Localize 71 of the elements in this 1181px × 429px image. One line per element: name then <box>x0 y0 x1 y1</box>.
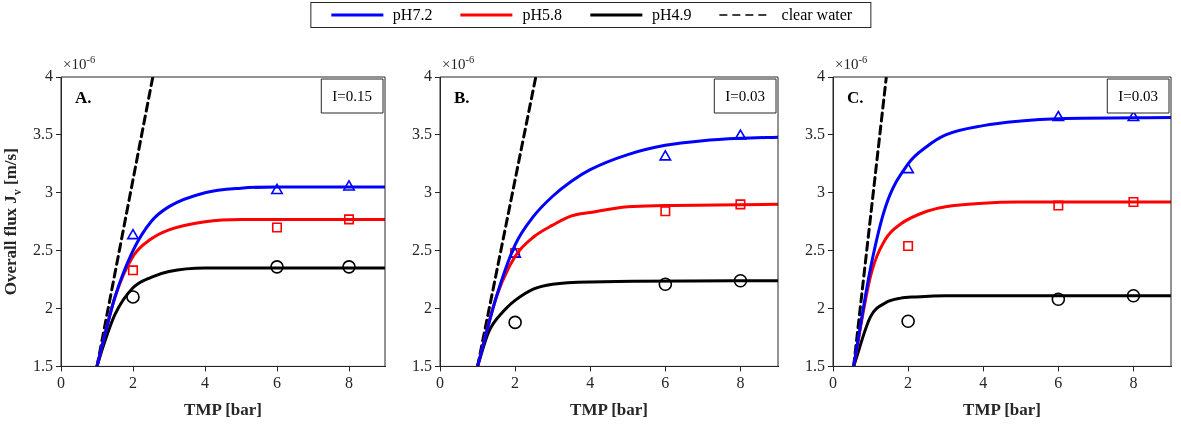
point <box>1051 292 1066 307</box>
y-tick-label: 2.5 <box>33 240 53 258</box>
annotation: C. <box>847 88 864 107</box>
point <box>1128 196 1139 208</box>
point <box>271 222 283 233</box>
point <box>127 228 139 240</box>
y-tick-label: 1.5 <box>33 356 53 374</box>
x-tick-label: 8 <box>345 374 353 392</box>
point <box>658 277 673 292</box>
x-tick-label: 8 <box>1129 374 1138 392</box>
x-tick-label: 2 <box>511 374 520 392</box>
annotation: I=0.03 <box>725 88 766 104</box>
y-tick-label: 3 <box>817 182 825 200</box>
point <box>660 206 671 217</box>
point <box>270 260 284 274</box>
point <box>271 183 283 195</box>
point <box>903 240 914 252</box>
x-tick-label: 0 <box>829 374 837 392</box>
point <box>126 290 140 304</box>
point <box>659 150 672 161</box>
x-axis-title: TMP [bar] <box>963 400 1041 420</box>
y-tick-label: 2 <box>424 298 432 316</box>
legend-label: clear water <box>781 6 853 24</box>
point <box>1126 288 1141 303</box>
x-tick-label: 4 <box>586 374 595 392</box>
point <box>343 180 355 191</box>
x-tick-label: 0 <box>436 374 444 392</box>
legend-label: pH5.8 <box>522 6 562 24</box>
x-tick-label: 2 <box>904 374 913 392</box>
y-tick-label: 2 <box>45 298 53 316</box>
y-tick-label: 1.5 <box>412 356 432 374</box>
x-tick-label: 0 <box>57 374 65 392</box>
y-tick-label: 4 <box>45 67 53 85</box>
point <box>342 260 356 274</box>
point <box>902 162 915 174</box>
point <box>1052 110 1065 122</box>
y-tick-label: 2.5 <box>412 240 432 258</box>
legend-label: pH4.9 <box>651 6 692 24</box>
y-tick-label: 3.5 <box>33 125 53 143</box>
x-tick-label: 4 <box>979 374 988 392</box>
x-tick-label: 6 <box>661 374 670 392</box>
point <box>735 199 746 210</box>
y-tick-label: 2.5 <box>805 240 825 258</box>
y-tick-label: 4 <box>817 67 825 85</box>
y-tick-label: 3 <box>424 182 432 200</box>
annotation: I=0.03 <box>1118 88 1159 104</box>
x-tick-label: 6 <box>273 374 281 392</box>
x-tick-label: 6 <box>1054 374 1063 392</box>
y-tick-label: 3 <box>45 182 53 200</box>
x-axis-title: TMP [bar] <box>570 400 648 420</box>
y-tick-label: 2 <box>817 298 825 316</box>
point <box>343 214 355 225</box>
annotation: I=0.15 <box>332 88 373 104</box>
x-axis-title: TMP [bar] <box>184 400 262 420</box>
point <box>127 265 139 276</box>
y-axis-title: Overall flux Jv [m/s] <box>1 148 24 296</box>
point <box>733 273 748 288</box>
legend-label: pH7.2 <box>392 6 433 24</box>
x-tick-label: 4 <box>201 374 209 392</box>
y-tick-label: 1.5 <box>805 356 825 374</box>
point <box>508 315 522 330</box>
y-tick-label: 3.5 <box>805 125 825 143</box>
point <box>734 129 747 140</box>
x-tick-label: 8 <box>736 374 745 392</box>
annotation: B. <box>454 88 470 107</box>
point <box>1053 200 1064 211</box>
x-tick-label: 2 <box>129 374 137 392</box>
annotation: A. <box>75 88 92 107</box>
y-tick-label: 3.5 <box>412 125 432 143</box>
y-tick-label: 4 <box>424 67 432 85</box>
point <box>901 314 915 329</box>
